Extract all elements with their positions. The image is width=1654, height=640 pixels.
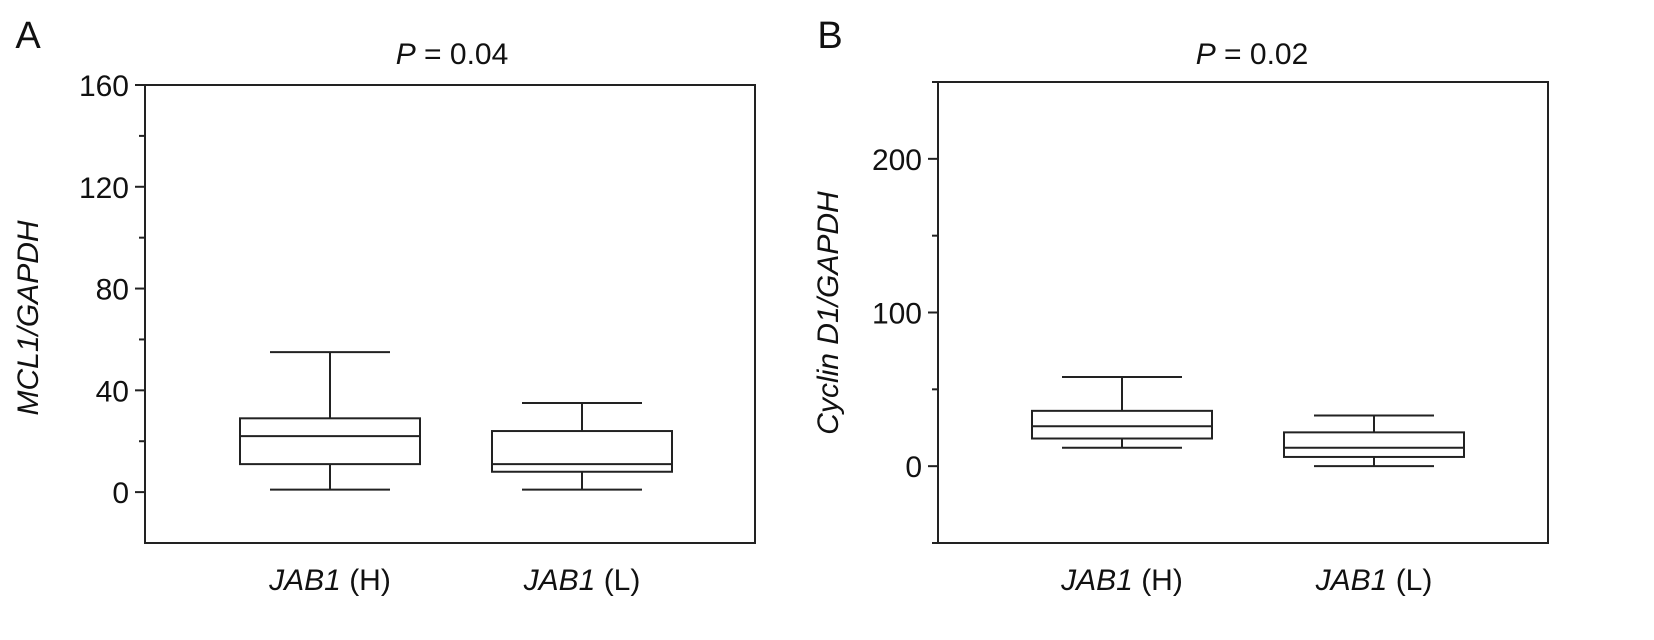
- plot-frame: [937, 81, 1549, 544]
- p-symbol: P: [1196, 38, 1216, 71]
- p-symbol: P: [396, 38, 416, 71]
- y-tick-label: 80: [96, 274, 129, 307]
- category-group: (L): [595, 564, 640, 597]
- y-tick-label: 160: [79, 70, 129, 103]
- box-high: [239, 351, 421, 491]
- box-high: [1031, 376, 1213, 449]
- box-low: [1283, 414, 1465, 468]
- iqr-box: [1283, 431, 1465, 458]
- category-group: (H): [1133, 564, 1183, 597]
- box-low: [491, 402, 673, 491]
- iqr-box: [491, 430, 673, 473]
- y-tick-label: 120: [79, 172, 129, 205]
- p-value-title: P = 0.04: [396, 38, 509, 71]
- panel-label: B: [817, 15, 842, 57]
- category-gene: JAB1: [523, 564, 596, 597]
- p-value: = 0.04: [416, 38, 509, 71]
- y-tick-label: 100: [872, 298, 922, 331]
- y-tick-label: 0: [905, 451, 922, 484]
- x-category-label: JAB1 (H): [268, 564, 391, 597]
- y-tick-label: 40: [96, 375, 129, 408]
- iqr-box: [1031, 409, 1213, 440]
- x-category-label: JAB1 (L): [523, 564, 641, 597]
- x-category-label: JAB1 (L): [1315, 564, 1433, 597]
- plot-frame: [144, 84, 756, 544]
- y-tick-label: 0: [112, 477, 129, 510]
- y-tick-label: 200: [872, 144, 922, 177]
- y-axis-label: MCL1/GAPDH: [12, 220, 45, 415]
- category-gene: JAB1: [1060, 564, 1133, 597]
- category-group: (H): [341, 564, 391, 597]
- category-gene: JAB1: [268, 564, 341, 597]
- y-axis-label: Cyclin D1/GAPDH: [812, 191, 845, 435]
- panel-label: A: [15, 15, 41, 57]
- x-category-label: JAB1 (H): [1060, 564, 1183, 597]
- p-value-title: P = 0.02: [1196, 38, 1309, 71]
- category-gene: JAB1: [1315, 564, 1388, 597]
- p-value: = 0.02: [1216, 38, 1309, 71]
- iqr-box: [239, 417, 421, 466]
- category-group: (L): [1387, 564, 1432, 597]
